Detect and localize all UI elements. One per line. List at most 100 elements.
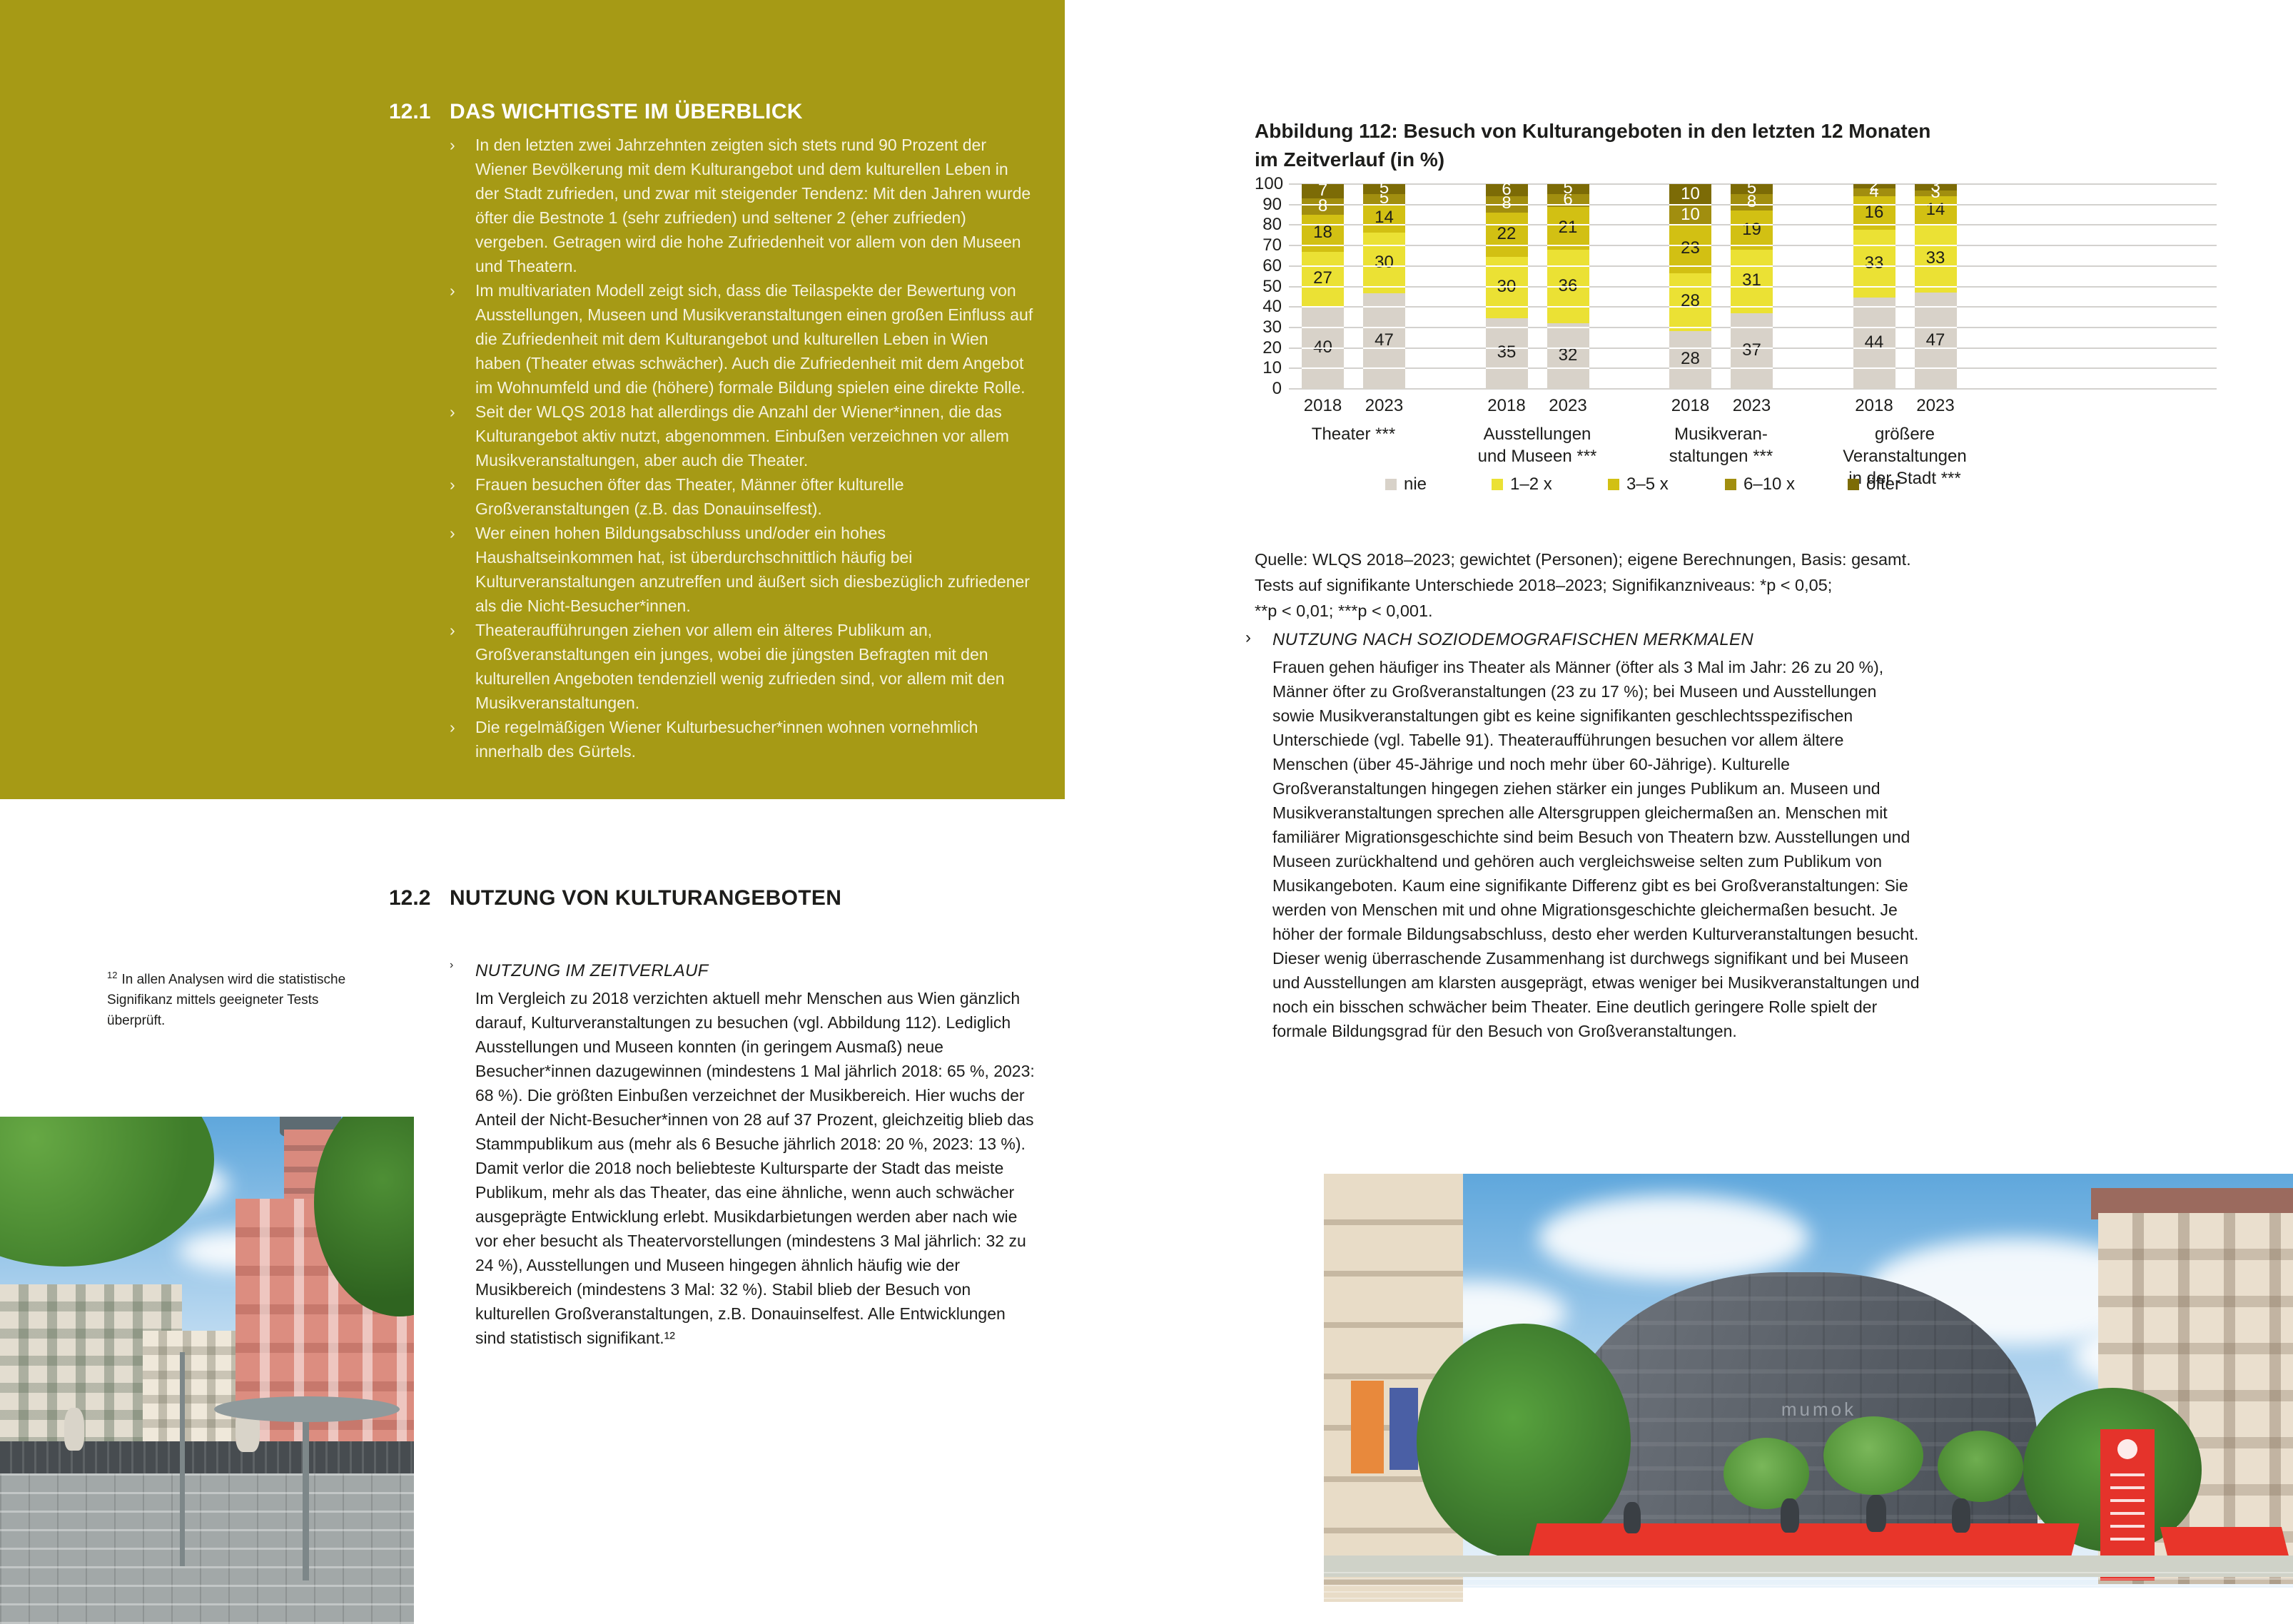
gridline-over-bar — [1302, 245, 1344, 247]
segment-value-label: 5 — [1563, 178, 1573, 198]
overview-bullet: › Theateraufführungen ziehen vor allem ei… — [450, 618, 1035, 715]
sociodemo-paragraph: Frauen gehen häufiger ins Theater als Mä… — [1272, 658, 1920, 1040]
usage-section: 12.2 NUTZUNG VON KULTURANGEBOTEN › NUTZU… — [389, 885, 1035, 1350]
pruned-tree — [1938, 1431, 2023, 1502]
gridline-over-bar — [1547, 347, 1589, 349]
category-label: Musikveran-staltungen *** — [1669, 425, 1773, 466]
segment-value-label: 8 — [1486, 193, 1528, 213]
overview-bullet: › Seit der WLQS 2018 hat allerdings die A… — [450, 400, 1035, 472]
bullet-text: Seit der WLQS 2018 hat allerdings die An… — [475, 402, 1009, 470]
gridline-over-bar — [1302, 224, 1344, 226]
gridline-over-bar — [1302, 285, 1344, 288]
x-axis-year-label: 2018 — [1487, 396, 1526, 415]
sign-text-line — [2110, 1486, 2145, 1489]
segment-öfter: 5 — [1547, 178, 1589, 198]
segment-value-label: 19 — [1742, 219, 1761, 239]
category-label: Theater *** — [1311, 425, 1396, 444]
overview-bullet: › Die regelmäßigen Wiener Kulturbesucher*… — [450, 715, 1035, 763]
gridline-over-bar — [1547, 203, 1589, 205]
gridline-over-bar — [1914, 245, 1957, 247]
segment-nie: 32 — [1547, 323, 1589, 389]
segment-value-label: 35 — [1497, 342, 1517, 362]
bar-2023: 47 33 14 3 3 — [1914, 176, 1957, 389]
gridline-over-bar — [1731, 347, 1773, 349]
bar-2023: 37 31 19 8 5 — [1731, 178, 1773, 389]
sociodemo-section: › NUTZUNG NACH SOZIODEMOGRAFISCHEN MERKM… — [1245, 628, 1920, 1043]
x-axis-year-label: 2023 — [1365, 396, 1404, 415]
gridline-over-bar — [1485, 203, 1528, 205]
x-axis-year-label: 2018 — [1303, 396, 1342, 415]
gridline-over-bar — [1731, 367, 1773, 370]
figure-title: Abbildung 112: Besuch von Kulturangebote… — [1255, 120, 1931, 171]
bullet-chevron: › — [450, 621, 455, 639]
gridline-over-bar — [1669, 245, 1711, 247]
gridline-over-bar — [1731, 203, 1773, 205]
segment-1–2 x: 30 — [1485, 257, 1528, 318]
segment-value-label: 23 — [1681, 238, 1700, 258]
gridline-over-bar — [1547, 306, 1589, 308]
gridline-over-bar — [1731, 265, 1773, 267]
segment-value-label: 7 — [1317, 181, 1328, 201]
bullet-text: Wer einen hohen Bildungsabschluss und/od… — [475, 524, 1030, 615]
gridline-over-bar — [1547, 245, 1589, 247]
pruned-tree — [1823, 1416, 1923, 1495]
sociodemo-heading: NUTZUNG NACH SOZIODEMOGRAFISCHEN MERKMAL… — [1272, 630, 1753, 649]
overview-bullet: › Im multivariaten Modell zeigt sich, das… — [450, 278, 1035, 400]
x-axis-year-label: 2018 — [1671, 396, 1710, 415]
gridline-over-bar — [1485, 285, 1528, 288]
segment-1–2 x: 33 — [1914, 225, 1957, 293]
x-axis-year-label: 2018 — [1855, 396, 1893, 415]
gridline-over-bar — [1669, 326, 1711, 328]
gridline-over-bar — [1363, 285, 1405, 288]
segment-value-label: 5 — [1379, 178, 1390, 198]
segment-1–2 x: 31 — [1731, 249, 1773, 313]
person — [1781, 1498, 1799, 1533]
gridline-over-bar — [1731, 326, 1773, 328]
gridline-over-bar — [1363, 326, 1405, 328]
gridline-over-bar — [1853, 347, 1895, 349]
segment-1–2 x: 33 — [1853, 229, 1895, 298]
x-axis-year-label: 2023 — [1916, 396, 1955, 415]
segment-value-label: 36 — [1558, 275, 1578, 295]
segment-value-label: 10 — [1681, 204, 1700, 224]
gridline-over-bar — [1302, 265, 1344, 267]
segment-value-label: 30 — [1375, 252, 1394, 272]
x-axis-year-label: 2023 — [1549, 396, 1587, 415]
x-axis-year-label: 2023 — [1732, 396, 1771, 415]
y-axis-tick-label: 20 — [1262, 338, 1282, 357]
bullet-chevron: › — [1245, 628, 1251, 647]
segment-öfter: 6 — [1485, 180, 1528, 199]
gridline-over-bar — [1853, 326, 1895, 328]
segment-value-label: 21 — [1558, 217, 1578, 237]
canopy-pole — [303, 1409, 309, 1580]
sociodemo-body: NUTZUNG NACH SOZIODEMOGRAFISCHEN MERKMAL… — [1272, 628, 1920, 1043]
gridline-over-bar — [1731, 245, 1773, 247]
gridline-over-bar — [1302, 367, 1344, 370]
legend-label: nie — [1404, 474, 1427, 494]
overview-content: 12.1 DAS WICHTIGSTE IM ÜBERBLICK › In den… — [389, 98, 1035, 763]
gridline-over-bar — [1485, 306, 1528, 308]
mumok-logo: mumok — [1781, 1399, 1857, 1421]
legend-item-nie: nie — [1385, 474, 1427, 494]
y-axis-tick-label: 70 — [1262, 235, 1282, 255]
segment-value-label: 37 — [1742, 340, 1761, 360]
overview-bullet-list: › In den letzten zwei Jahrzehnten zeigten… — [389, 133, 1035, 763]
segment-6–10 x: 8 — [1302, 196, 1344, 215]
gridline-over-bar — [1914, 347, 1957, 349]
segment-3–5 x: 14 — [1914, 196, 1957, 225]
poster-banner — [1390, 1388, 1418, 1470]
segment-1–2 x: 28 — [1669, 273, 1711, 331]
usage-subheading: NUTZUNG IM ZEITVERLAUF — [475, 961, 709, 980]
bullet-text: Frauen besuchen öfter das Theater, Männe… — [475, 475, 904, 518]
gridline-over-bar — [1853, 306, 1895, 308]
legend-swatch — [1492, 479, 1503, 490]
y-axis-tick-label: 0 — [1272, 379, 1282, 398]
gridline-over-bar — [1547, 326, 1589, 328]
bar-2023: 32 36 21 6 5 — [1547, 178, 1589, 389]
bullet-text: Theateraufführungen ziehen vor allem ein… — [475, 621, 1005, 712]
gridline — [1289, 183, 2217, 185]
gridline-over-bar — [1731, 224, 1773, 226]
segment-nie: 44 — [1853, 298, 1895, 389]
gridline-over-bar — [1485, 224, 1528, 226]
